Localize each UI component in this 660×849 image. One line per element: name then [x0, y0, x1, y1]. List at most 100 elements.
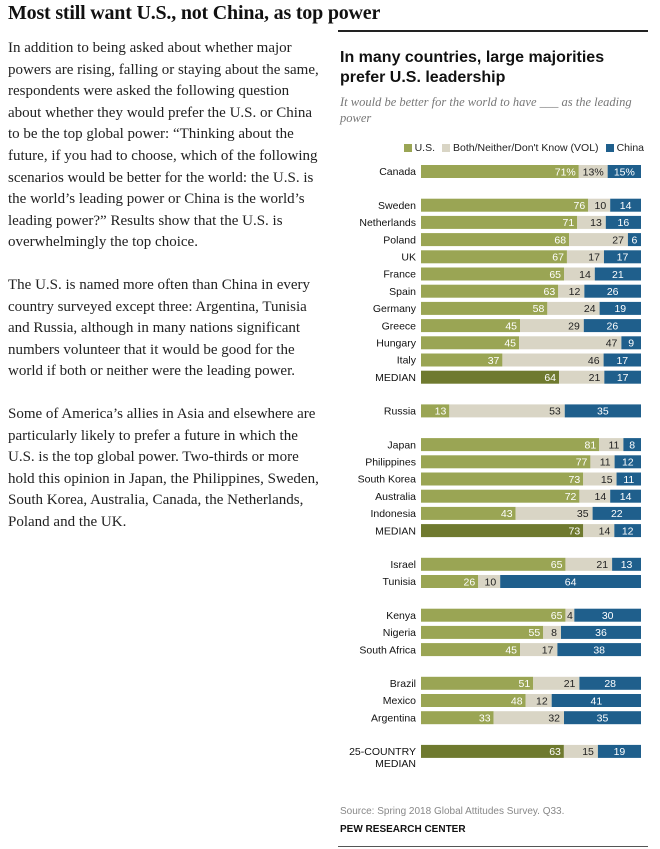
bar-value-label: 15% — [614, 166, 635, 178]
bar-segment-both — [578, 165, 608, 178]
bar-label: Kenya — [386, 610, 416, 622]
bar-label: Sweden — [378, 200, 416, 212]
bar-segment-both — [493, 711, 564, 725]
bar-value-label: 14 — [579, 269, 591, 281]
bar-value-label: 4 — [567, 610, 573, 622]
bar-segment-china — [592, 506, 641, 520]
bar-segment-us — [421, 353, 503, 367]
bar-label: Philippines — [365, 457, 416, 469]
bar-segment-both — [558, 284, 585, 298]
bar-label: Poland — [383, 234, 416, 246]
bar-value-label: 12 — [622, 525, 634, 537]
bar-label: South Korea — [358, 474, 417, 486]
bar-segment-both — [588, 198, 611, 212]
bar-label: Australia — [375, 491, 416, 503]
legend-label-china: China — [616, 142, 644, 154]
bar-segment-china — [604, 370, 641, 384]
bar-value-label: 81 — [585, 439, 597, 451]
bar-value-label: 65 — [551, 559, 563, 571]
bar-value-label: 11 — [600, 457, 611, 469]
bar-value-label: 73 — [569, 525, 581, 537]
bar-segment-both — [449, 404, 565, 418]
bar-value-label: 8 — [629, 439, 635, 451]
bar-segment-both — [525, 694, 552, 707]
bar-value-label: 41 — [591, 695, 603, 707]
bar-segment-china — [594, 267, 641, 281]
bar-value-label: 76 — [574, 200, 586, 212]
bar-value-label: 45 — [504, 338, 516, 350]
bar-value-label: 35 — [577, 508, 589, 520]
bar-segment-china — [616, 472, 641, 486]
bar-segment-both — [515, 506, 593, 520]
bar-value-label: 17 — [617, 252, 629, 264]
bar-segment-both — [563, 744, 598, 758]
bar-value-label: 12 — [569, 286, 581, 298]
chart-panel: In many countries, large majorities pref… — [338, 30, 648, 847]
bar-value-label: 63 — [549, 746, 561, 758]
legend-item-china: China — [605, 142, 644, 154]
bar-value-label: 15 — [601, 474, 613, 486]
bar-segment-us — [421, 676, 534, 690]
bar-value-label: 14 — [620, 491, 632, 503]
bar-segment-both — [566, 250, 604, 264]
bar-value-label: 43 — [501, 508, 513, 520]
bar-value-label: 19 — [614, 303, 626, 315]
bar-value-label: 15 — [582, 746, 594, 758]
bar-value-label: 73 — [569, 474, 581, 486]
bar-value-label: 26 — [464, 576, 476, 588]
bar-value-label: 17 — [588, 252, 600, 264]
bar-value-label: 21 — [564, 678, 576, 690]
legend-label-both: Both/Neither/Don't Know (VOL) — [452, 142, 599, 154]
bar-segment-china — [614, 455, 641, 469]
bar-segment-us — [421, 557, 566, 571]
bar-segment-china — [564, 404, 641, 418]
bar-segment-china — [627, 233, 641, 247]
bar-value-label: 24 — [584, 303, 596, 315]
bar-value-label: 45 — [505, 320, 517, 332]
bar-segment-both — [502, 353, 604, 367]
legend-item-us: U.S. — [403, 142, 435, 154]
bar-segment-us — [421, 489, 580, 503]
bar-segment-both — [559, 370, 605, 384]
bar-value-label: 17 — [616, 355, 628, 367]
bar-label: UK — [401, 252, 416, 264]
bar-segment-both — [579, 489, 611, 503]
bar-segment-both — [569, 233, 628, 247]
bar-segment-china — [610, 489, 641, 503]
bar-label: Canada — [379, 166, 416, 178]
bar-value-label: 14 — [620, 200, 632, 212]
bar-segment-us — [421, 233, 570, 247]
bar-segment-us — [421, 404, 450, 418]
bar-segment-china — [605, 215, 641, 229]
bar-segment-china — [584, 284, 641, 298]
bar-value-label: 71 — [563, 217, 575, 229]
chart-organization: PEW RESEARCH CENTER — [340, 824, 466, 835]
bar-segment-china — [603, 250, 641, 264]
chart-subtitle: It would be better for the world to have… — [340, 95, 632, 125]
bar-segment-china — [607, 165, 641, 178]
bar-value-label: 38 — [593, 644, 605, 656]
bar-segment-both — [520, 643, 558, 657]
bar-segment-us — [421, 608, 566, 622]
bar-label: Hungary — [376, 338, 416, 350]
bar-segment-both — [478, 575, 501, 588]
bar-value-label: 21 — [589, 372, 601, 384]
bar-value-label: 77 — [576, 457, 588, 469]
bar-label: Russia — [384, 406, 416, 418]
bar-value-label: 22 — [611, 508, 623, 520]
bar-segment-us — [421, 694, 526, 707]
bar-segment-us — [421, 336, 520, 350]
bar-label: Nigeria — [383, 627, 416, 639]
bar-segment-china — [599, 301, 641, 315]
bar-segment-us — [421, 215, 578, 229]
bar-value-label: 11 — [608, 439, 619, 451]
bar-segment-us — [421, 506, 516, 520]
legend-label-us: U.S. — [414, 142, 435, 154]
bar-segment-china — [551, 694, 641, 707]
bar-value-label: 17 — [542, 644, 554, 656]
article-body: In addition to being asked about whether… — [8, 38, 324, 554]
bar-label: Germany — [373, 303, 417, 315]
bar-label: Brazil — [390, 678, 416, 690]
bar-segment-china — [612, 557, 641, 571]
chart-title: In many countries, large majorities pref… — [340, 49, 605, 86]
